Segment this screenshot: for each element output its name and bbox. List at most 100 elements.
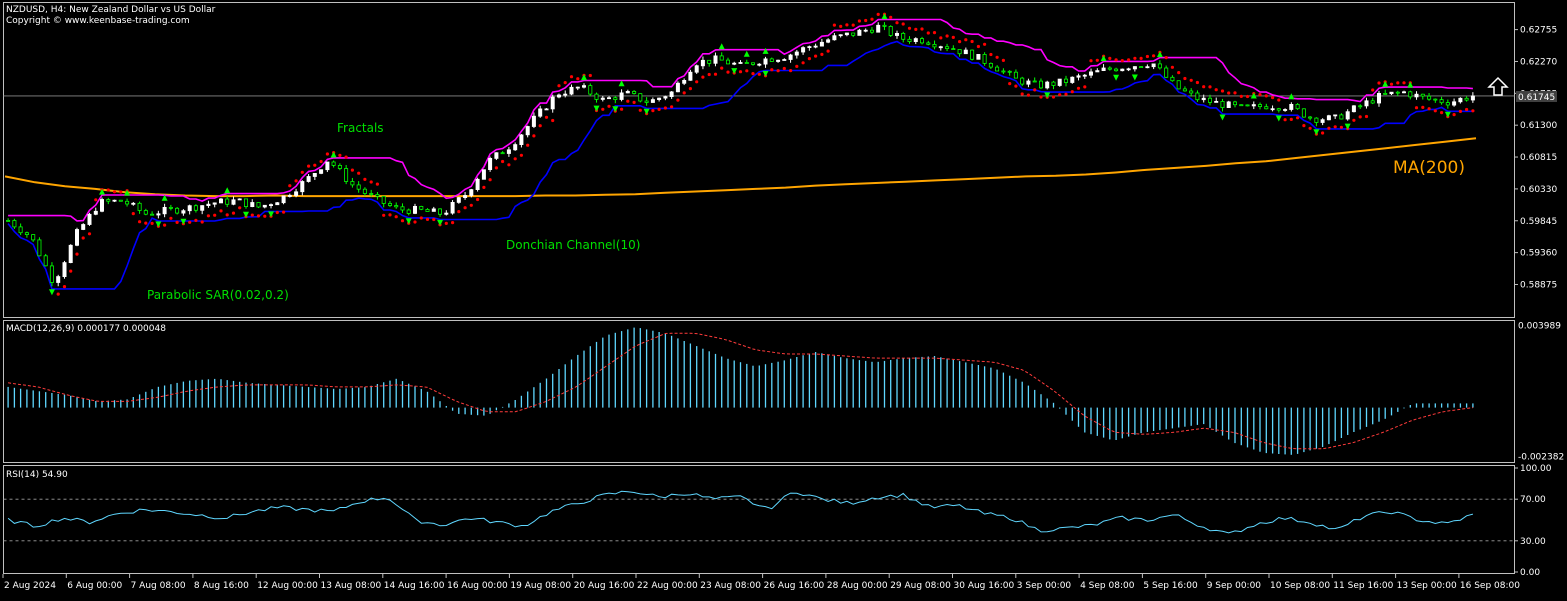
sar-dot — [419, 216, 423, 220]
candle-body — [901, 33, 906, 40]
sar-dot — [1202, 85, 1206, 89]
candle-body — [600, 97, 605, 100]
candle-body — [444, 212, 449, 215]
sar-dot — [194, 218, 198, 222]
candle-body — [619, 92, 624, 100]
candle-body — [713, 55, 718, 64]
candle-body — [212, 202, 217, 205]
candle-body — [1208, 97, 1213, 103]
sar-dot — [1177, 71, 1181, 75]
candle-body — [594, 93, 599, 100]
time-axis-label: 16 Aug 00:00 — [447, 581, 508, 591]
price-panel[interactable] — [3, 2, 1515, 318]
price-axis-label: 0.60330 — [1520, 185, 1557, 195]
candle-body — [1314, 117, 1319, 123]
sar-dot — [1220, 89, 1225, 93]
candle-body — [1358, 105, 1363, 108]
fractal-up-icon — [161, 194, 168, 201]
sar-dot — [751, 72, 755, 76]
candle-body — [1445, 102, 1450, 106]
sar-dot — [494, 166, 498, 170]
candle-body — [100, 199, 105, 212]
candle-body — [1389, 91, 1394, 95]
sar-dot — [444, 221, 448, 225]
sar-dot — [1402, 81, 1406, 85]
current-price-tag — [1516, 91, 1557, 102]
sar-dot — [958, 40, 962, 44]
sar-dot — [300, 170, 304, 174]
time-axis-label: 13 Aug 08:00 — [321, 581, 382, 591]
sar-dot — [94, 198, 98, 202]
price-axis-label: 0.62270 — [1520, 58, 1557, 68]
sar-dot — [319, 159, 323, 164]
sar-dot — [1076, 86, 1081, 90]
time-axis-label: 13 Sep 00:00 — [1397, 581, 1457, 591]
candle-body — [1339, 114, 1344, 120]
candle-body — [181, 210, 186, 214]
sar-dot — [870, 17, 874, 21]
sar-dot — [513, 157, 517, 161]
candle-body — [375, 194, 380, 197]
candle-body — [112, 199, 117, 202]
sar-dot — [738, 70, 743, 74]
candle-body — [1333, 114, 1338, 117]
candle-body — [557, 94, 562, 98]
sar-dot — [369, 180, 373, 184]
candle-body — [131, 202, 136, 205]
candle-body — [400, 206, 405, 211]
sar-dot — [807, 57, 812, 61]
candle-body — [1402, 91, 1407, 94]
sar-dot — [995, 55, 999, 59]
sar-dot — [1026, 93, 1030, 97]
candle-body — [1007, 70, 1012, 73]
sar-dot — [1427, 107, 1431, 111]
candle-body — [1377, 93, 1382, 104]
candle-body — [1414, 93, 1419, 98]
fractal-down-icon — [612, 106, 619, 113]
candle-body — [938, 46, 943, 49]
sar-dot — [1471, 109, 1475, 113]
sar-dot — [795, 64, 799, 68]
sar-dot — [231, 211, 236, 215]
candle-body — [1107, 67, 1112, 70]
candle-body — [719, 55, 724, 61]
candle-body — [650, 99, 655, 103]
time-axis-label: 22 Aug 00:00 — [637, 581, 698, 591]
candle-body — [544, 108, 549, 111]
fractal-down-icon — [731, 68, 738, 75]
candle-body — [394, 205, 399, 208]
candle-body — [1070, 76, 1075, 83]
fractal-down-icon — [268, 211, 275, 218]
fractal-down-icon — [1219, 114, 1226, 121]
price-axis-label: 0.59360 — [1520, 249, 1557, 259]
sar-dot — [895, 21, 899, 25]
sar-dot — [463, 206, 467, 210]
sar-dot — [901, 22, 905, 26]
sar-dot — [544, 115, 549, 119]
candle-body — [1245, 104, 1250, 107]
sar-dot — [688, 87, 693, 91]
candle-body — [1139, 66, 1144, 68]
sar-dot — [569, 75, 574, 79]
candle-body — [412, 205, 417, 214]
candle-body — [237, 198, 242, 201]
sar-dot — [1152, 54, 1156, 58]
fractal-up-icon — [1407, 81, 1414, 88]
candle-body — [982, 54, 987, 64]
fractal-down-icon — [1344, 123, 1351, 130]
time-axis-label: 4 Sep 08:00 — [1080, 581, 1135, 591]
rsi-panel[interactable] — [3, 465, 1515, 574]
sar-dot — [388, 213, 392, 217]
time-axis-label: 16 Sep 08:00 — [1460, 581, 1520, 591]
sar-dot — [1258, 93, 1262, 97]
candle-body — [1301, 108, 1306, 118]
candle-body — [325, 161, 330, 171]
candle-body — [218, 198, 223, 204]
candle-body — [913, 38, 918, 42]
candle-body — [926, 42, 931, 45]
sar-dot — [1001, 58, 1006, 63]
sar-dot — [307, 164, 311, 168]
price-axis-label: 0.59845 — [1520, 217, 1557, 227]
candle-body — [1370, 100, 1375, 104]
sar-dot — [701, 75, 705, 79]
